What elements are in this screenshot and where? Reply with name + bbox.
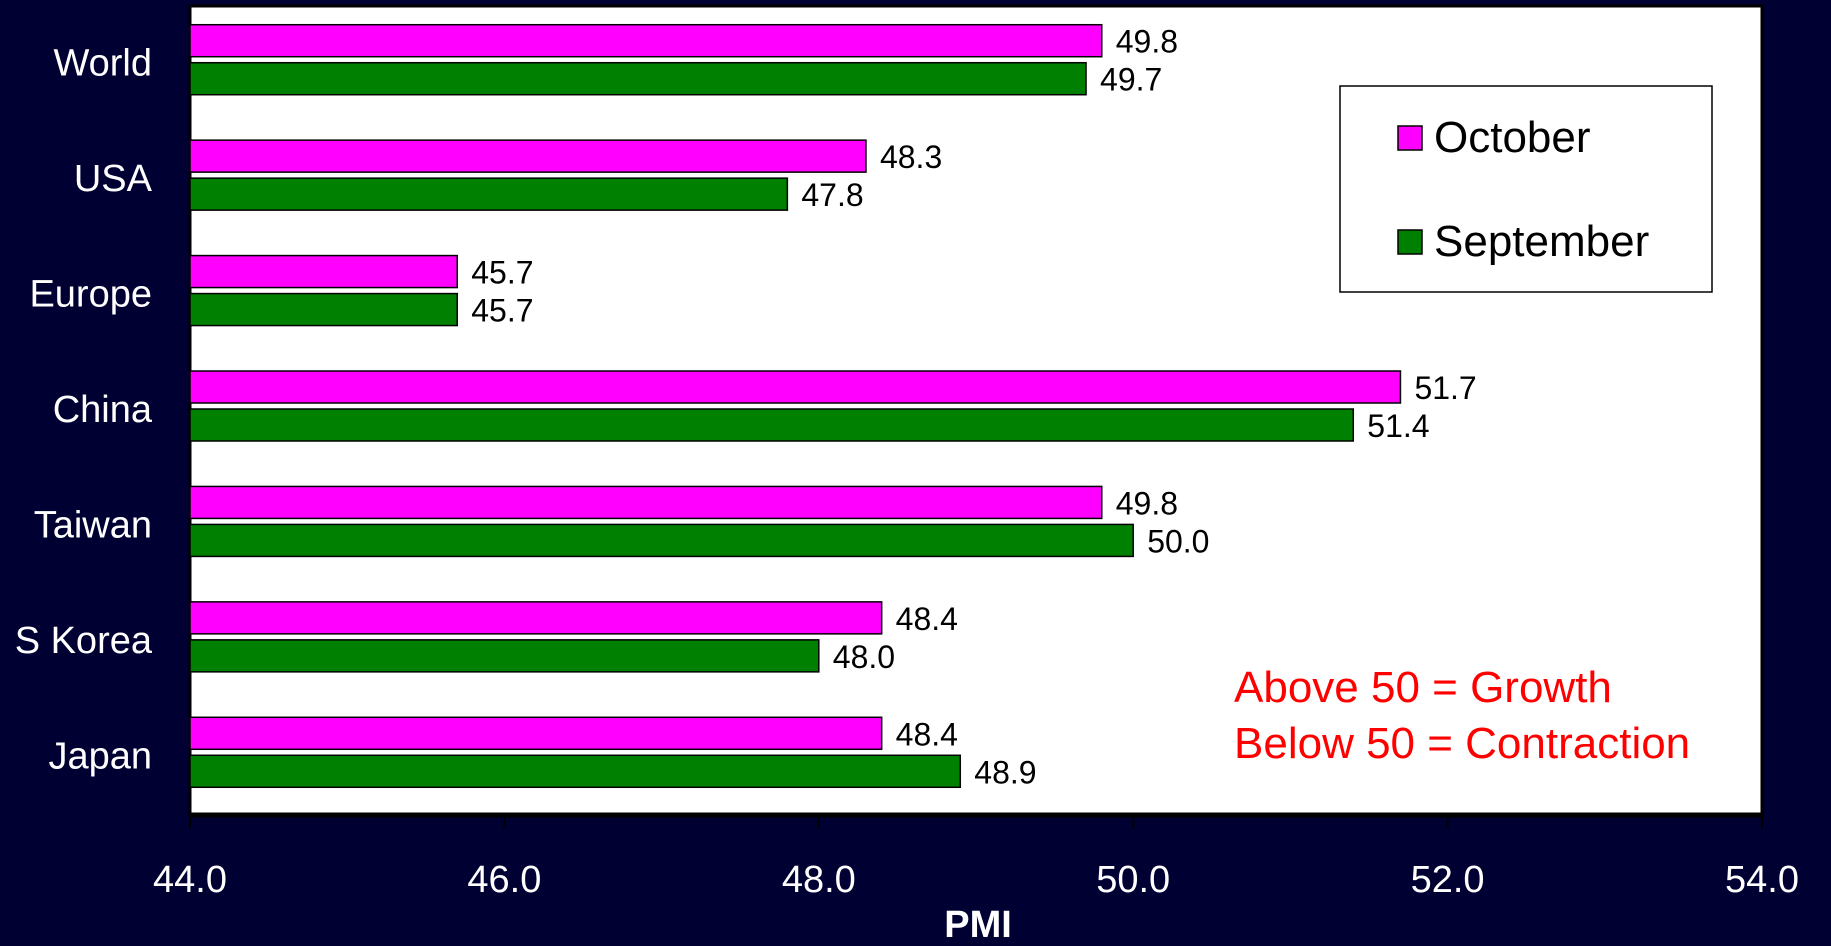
x-axis-title: PMI [944, 904, 1012, 946]
bar-october-japan [189, 716, 883, 751]
legend: October September [1339, 85, 1713, 293]
bar-september-usa [189, 177, 789, 211]
data-label-september-world: 49.7 [1100, 62, 1162, 98]
category-label-s-korea: S Korea [15, 620, 153, 662]
data-label-october-s-korea: 48.4 [896, 601, 958, 637]
data-label-september-china: 51.4 [1367, 408, 1429, 444]
bar-october-china [189, 370, 1402, 404]
bar-october-s-korea [189, 601, 883, 635]
note-line-growth: Above 50 = Growth [1234, 663, 1612, 712]
legend-label-september: September [1434, 217, 1649, 266]
note-line-contraction: Below 50 = Contraction [1234, 719, 1690, 768]
data-label-september-s-korea: 48.0 [833, 639, 895, 675]
data-label-september-europe: 45.7 [471, 293, 533, 329]
bar-september-china [189, 408, 1355, 442]
legend-label-october: October [1434, 113, 1591, 162]
bar-october-usa [189, 139, 867, 173]
legend-swatch-october [1397, 125, 1423, 151]
category-label-europe: Europe [29, 274, 152, 316]
bar-october-world [189, 23, 1103, 58]
x-tick-label-46-0: 46.0 [467, 859, 541, 901]
category-label-china: China [53, 389, 153, 431]
category-label-japan: Japan [48, 735, 152, 777]
data-label-september-japan: 48.9 [974, 754, 1036, 790]
x-tick-label-44-0: 44.0 [153, 859, 227, 901]
labels-layer: World49.849.7USA48.347.8Europe45.745.7Ch… [15, 24, 1477, 791]
data-label-october-taiwan: 49.8 [1116, 485, 1178, 521]
bar-september-japan [189, 754, 962, 789]
category-label-world: World [53, 43, 152, 85]
x-tick-label-48-0: 48.0 [782, 859, 856, 901]
data-label-october-world: 49.8 [1116, 24, 1178, 60]
x-tick-label-54-0: 54.0 [1725, 859, 1799, 901]
x-tick-label-50-0: 50.0 [1096, 859, 1170, 901]
bar-september-europe [189, 292, 458, 327]
data-label-october-europe: 45.7 [471, 255, 533, 291]
category-label-usa: USA [74, 158, 153, 200]
data-label-september-taiwan: 50.0 [1147, 523, 1209, 559]
x-axis: 44.0 46.0 48.0 50.0 52.0 54.0 [153, 814, 1799, 901]
bar-october-europe [189, 254, 458, 289]
legend-box [1339, 85, 1713, 293]
data-label-october-china: 51.7 [1414, 370, 1476, 406]
bar-october-taiwan [189, 485, 1103, 520]
legend-swatch-september [1397, 229, 1423, 255]
category-label-taiwan: Taiwan [34, 504, 152, 546]
data-label-october-usa: 48.3 [880, 139, 942, 175]
bars-layer [189, 23, 1402, 789]
data-label-october-japan: 48.4 [896, 716, 958, 752]
bar-september-s-korea [189, 639, 820, 673]
data-label-september-usa: 47.8 [801, 177, 863, 213]
growth-note: Above 50 = Growth Below 50 = Contraction [1234, 663, 1690, 768]
bar-september-taiwan [189, 523, 1134, 558]
x-tick-label-52-0: 52.0 [1411, 859, 1485, 901]
bar-september-world [189, 61, 1087, 96]
